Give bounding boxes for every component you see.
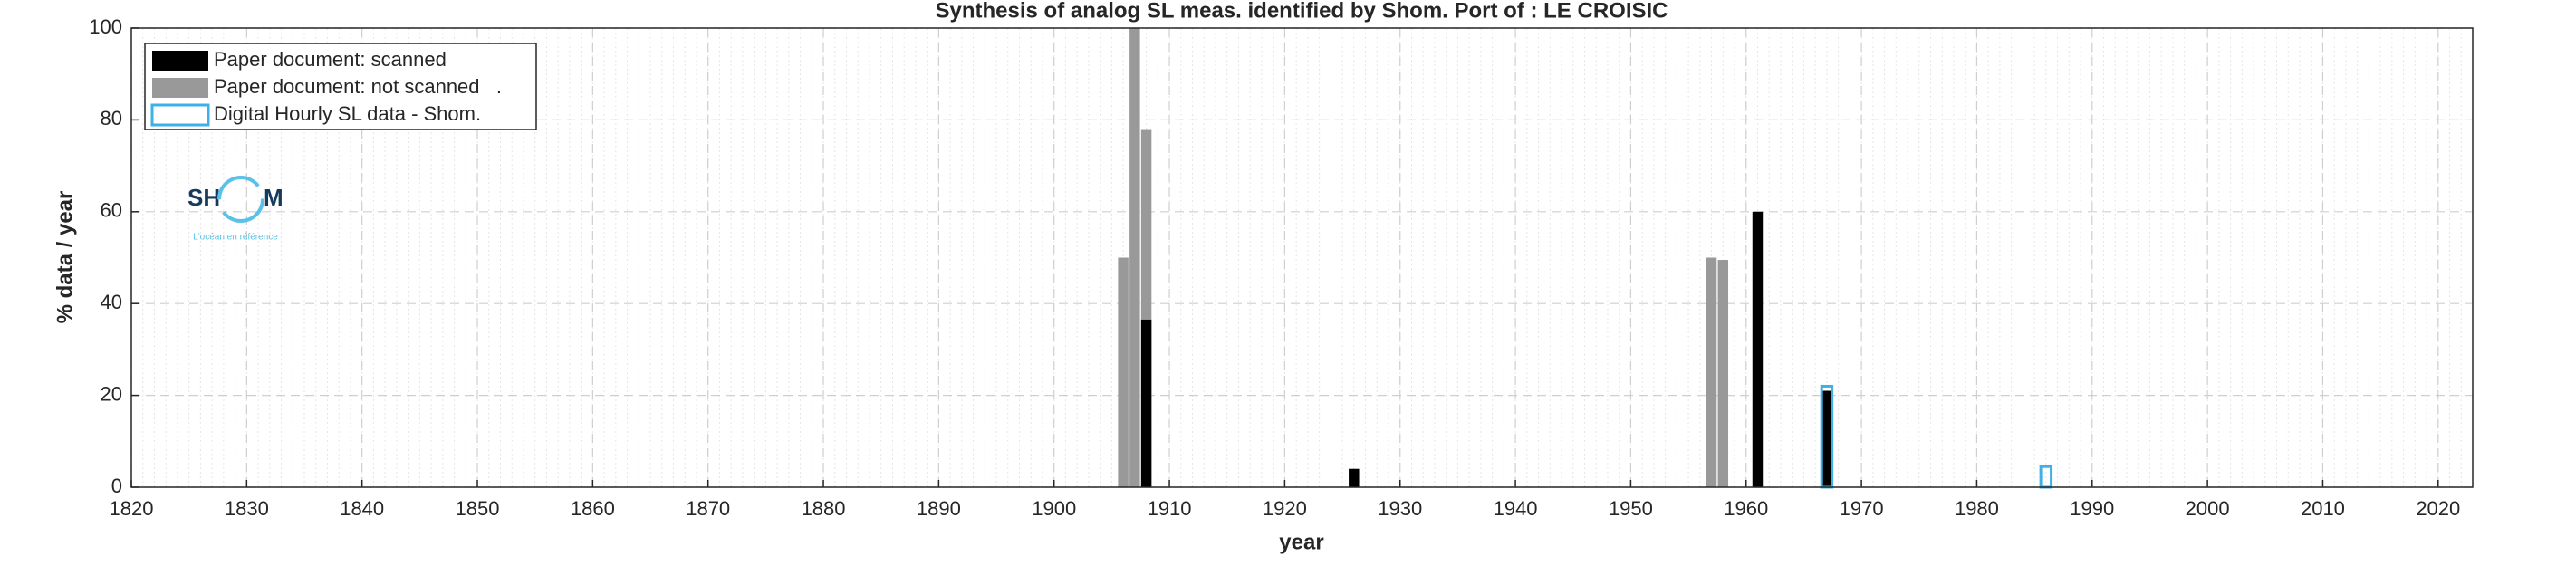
x-tick-label: 1840 xyxy=(340,497,384,520)
legend-swatch xyxy=(150,103,210,127)
y-tick-label: 60 xyxy=(101,199,122,222)
x-tick-label: 1900 xyxy=(1032,497,1076,520)
x-tick-label: 1980 xyxy=(1955,497,1999,520)
x-tick-label: 1820 xyxy=(110,497,154,520)
bar xyxy=(1349,468,1360,487)
logo-text: M xyxy=(264,184,284,211)
legend-box xyxy=(144,43,537,130)
x-tick-label: 1910 xyxy=(1148,497,1192,520)
x-axis-label: year xyxy=(1279,530,1323,554)
bar xyxy=(1706,257,1717,487)
x-tick-label: 1950 xyxy=(1609,497,1653,520)
y-tick-label: 20 xyxy=(101,382,122,405)
y-tick-label: 40 xyxy=(101,291,122,313)
x-tick-label: 1960 xyxy=(1724,497,1768,520)
legend: Paper document: scanned Paper document: n… xyxy=(144,43,537,130)
y-axis-label: % data / year xyxy=(53,191,77,324)
logo: SH M L'océan en référence xyxy=(187,176,284,243)
x-tick-label: 1920 xyxy=(1263,497,1307,520)
x-tick-label: 1830 xyxy=(225,497,269,520)
y-tick-label: 0 xyxy=(111,475,122,497)
bar xyxy=(1752,211,1764,488)
x-tick-label: 1970 xyxy=(1840,497,1884,520)
legend-label: Paper document: scanned xyxy=(214,48,447,71)
x-tick-label: 2020 xyxy=(2416,497,2460,520)
bar xyxy=(1140,319,1152,487)
legend-swatch xyxy=(152,51,208,71)
y-tick-label: 80 xyxy=(101,107,122,130)
legend-label: Paper document: not scanned . xyxy=(214,75,502,98)
bar xyxy=(1717,260,1729,487)
x-tick-label: 1930 xyxy=(1378,497,1422,520)
bar xyxy=(1129,28,1140,487)
y-tick-label: 100 xyxy=(89,15,122,38)
bar xyxy=(1140,129,1152,488)
chart-title: Synthesis of analog SL meas. identified … xyxy=(935,0,1668,23)
x-tick-label: 1940 xyxy=(1494,497,1538,520)
legend-label: Digital Hourly SL data - Shom. xyxy=(214,102,481,125)
logo-ring xyxy=(217,176,264,223)
grid xyxy=(130,27,2474,488)
x-tick-label: 2010 xyxy=(2301,497,2345,520)
x-tick-label: 1860 xyxy=(571,497,615,520)
plot-frame xyxy=(130,27,2474,488)
logo-tagline: L'océan en référence xyxy=(193,233,278,243)
x-tick-label: 1880 xyxy=(802,497,846,520)
x-tick-label: 1890 xyxy=(917,497,961,520)
x-tick-label: 1990 xyxy=(2070,497,2114,520)
bar xyxy=(1821,390,1832,487)
bars xyxy=(1118,28,2053,489)
legend-swatch xyxy=(152,78,208,98)
bar xyxy=(1118,257,1129,487)
logo-text: SH xyxy=(187,184,220,211)
x-tick-label: 2000 xyxy=(2186,497,2230,520)
x-tick-label: 1870 xyxy=(686,497,730,520)
x-tick-label: 1850 xyxy=(456,497,500,520)
